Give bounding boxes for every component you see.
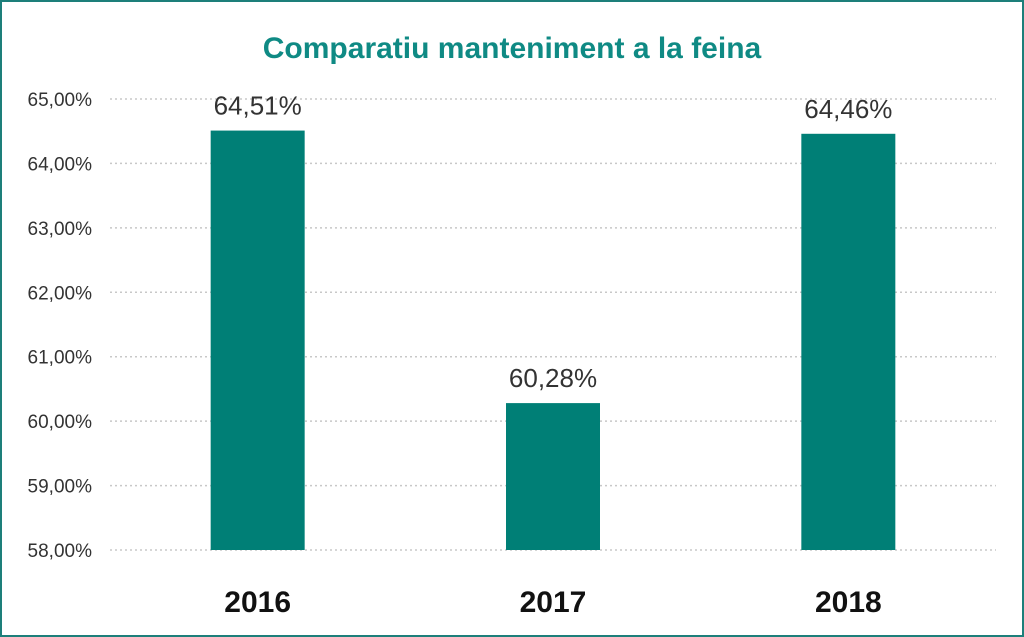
data-label-2016: 64,51% — [214, 91, 302, 121]
y-tick-label: 61,00% — [28, 348, 93, 369]
data-label-2018: 64,46% — [804, 94, 892, 124]
bar-2018 — [801, 133, 896, 550]
x-tick-label-2018: 2018 — [815, 586, 882, 619]
data-label-2017: 60,28% — [509, 363, 597, 393]
y-tick-label: 64,00% — [28, 154, 93, 175]
data-labels: 64,51% 60,28% 64,46% — [214, 91, 893, 394]
bars — [210, 130, 896, 550]
bar-2016 — [210, 130, 305, 550]
bar-2017 — [506, 403, 600, 550]
y-tick-label: 60,00% — [28, 412, 93, 433]
chart-title: Comparatiu manteniment a la feina — [263, 32, 762, 65]
y-tick-label: 59,00% — [28, 477, 93, 498]
x-axis-ticks: 2016 2017 2018 — [224, 586, 881, 619]
x-tick-label-2017: 2017 — [520, 586, 587, 619]
y-axis-ticks: 58,00% 59,00% 60,00% 61,00% 62,00% 63,00% 64,0… — [28, 90, 93, 562]
y-tick-label: 65,00% — [28, 90, 93, 111]
y-tick-label: 63,00% — [28, 219, 93, 240]
y-tick-label: 62,00% — [28, 283, 93, 304]
y-tick-label: 58,00% — [28, 541, 93, 562]
x-tick-label-2016: 2016 — [224, 586, 291, 619]
